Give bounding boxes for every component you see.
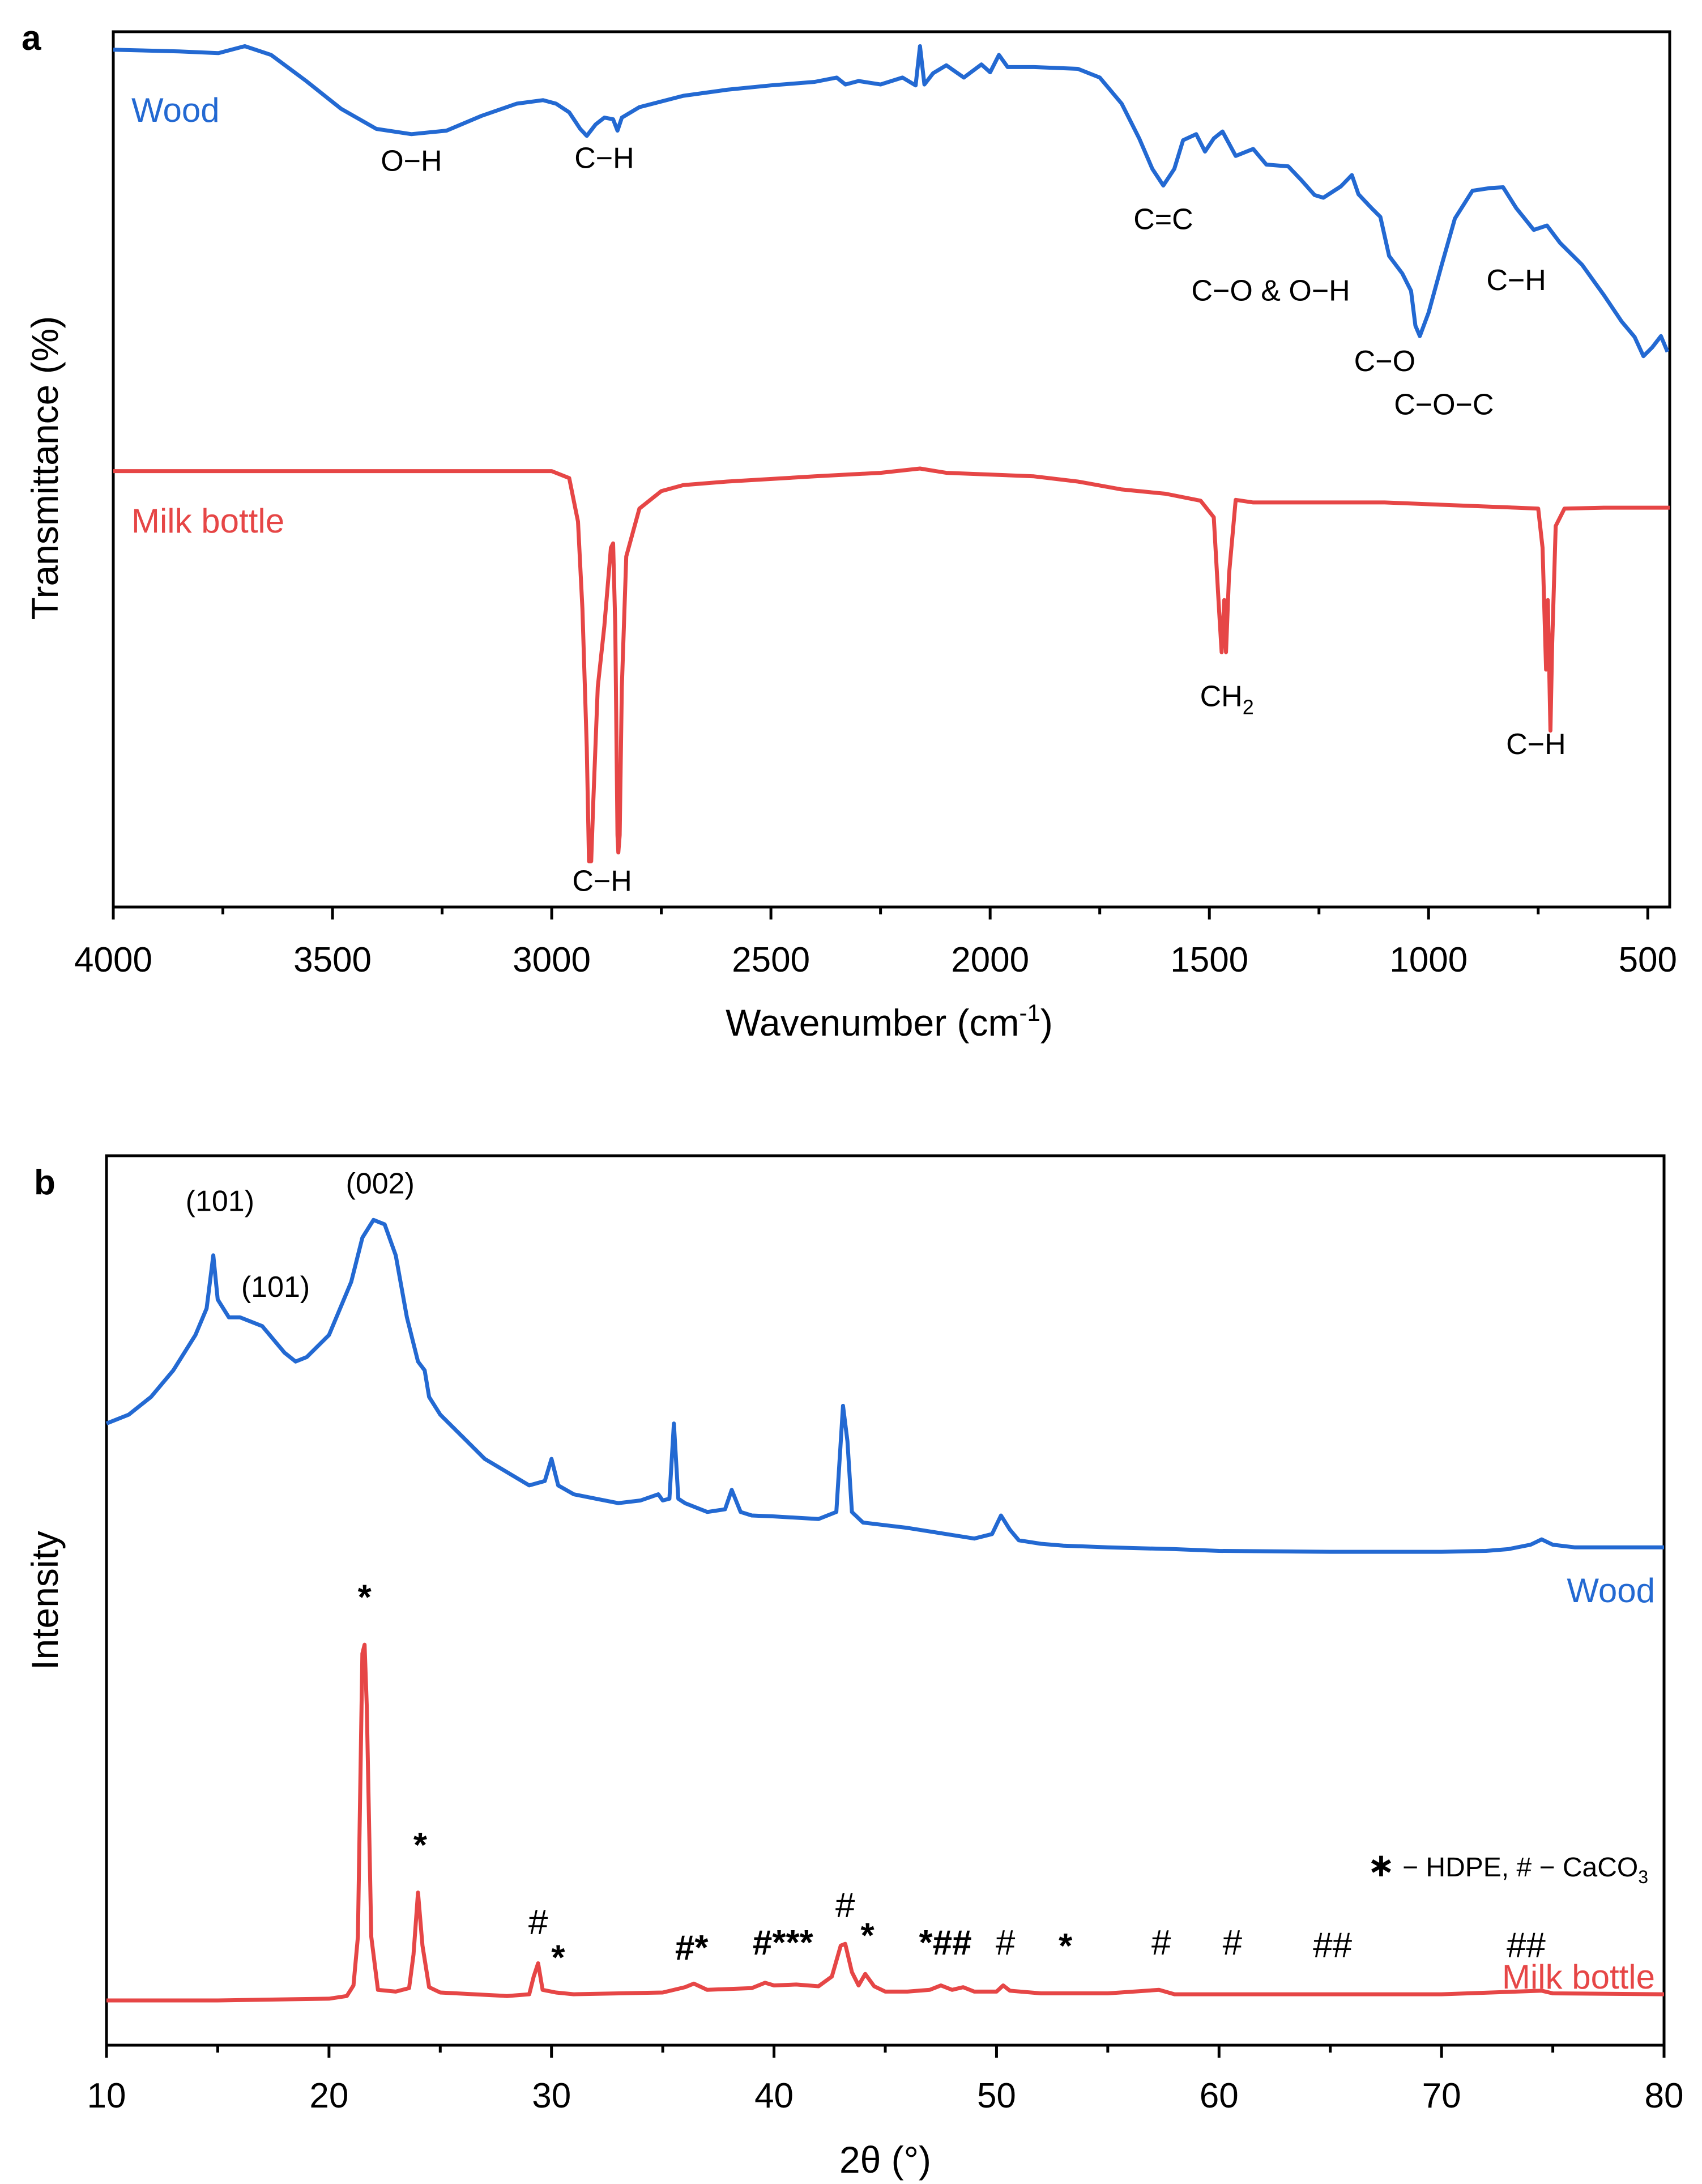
x-tick-label: 3500 [293, 940, 372, 980]
peak-annotation: #* [675, 1928, 709, 1968]
x-tick-label: 70 [1422, 2076, 1461, 2115]
ftir-x-ticks [112, 907, 1649, 919]
xrd-y-axis-title: Intensity [24, 1531, 66, 1670]
peak-annotation: C−O [1354, 345, 1415, 378]
ftir-y-axis-title: Transmittance (%) [24, 316, 66, 620]
x-tick-label: 10 [87, 2076, 126, 2115]
x-tick-label: 500 [1619, 940, 1677, 980]
peak-annotation: C−H [574, 142, 634, 175]
peak-annotation: CH2 [1200, 680, 1254, 719]
xrd-milk-series-label: Milk bottle [1502, 1958, 1655, 1996]
peak-annotation: * [551, 1938, 565, 1977]
xrd-x-tick-labels: 10 20 30 40 50 60 70 80 [87, 2076, 1684, 2115]
xrd-plot-frame [105, 1154, 1666, 2047]
peak-annotation: ## [1313, 1926, 1352, 1965]
panel-b-label: b [34, 1163, 56, 1202]
x-tick-label: 60 [1200, 2076, 1239, 2115]
ftir-wood-series-label: Wood [131, 91, 220, 129]
x-tick-label: 80 [1645, 2076, 1684, 2115]
peak-annotation: # [528, 1903, 548, 1942]
xrd-x-axis-title: 2θ (°) [839, 2139, 931, 2181]
peak-annotation: C=C [1133, 203, 1193, 236]
peak-annotation: *## [919, 1923, 972, 1962]
peak-annotation: C−O & O−H [1191, 274, 1350, 307]
peak-annotation: C−H [1486, 264, 1546, 297]
peak-annotation: # [996, 1923, 1016, 1962]
x-tick-label: 4000 [74, 940, 152, 980]
peak-annotation: (101) [241, 1271, 310, 1304]
peak-annotation: # [835, 1886, 855, 1925]
ftir-panel: a 4000 3500 3000 2500 2000 1500 1000 500 Wood M… [22, 19, 1677, 1044]
peak-annotation: (002) [346, 1167, 415, 1200]
peak-annotation: * [861, 1916, 875, 1955]
ftir-wood-line [113, 44, 1670, 359]
peak-annotation: * [413, 1826, 428, 1865]
xrd-panel: b 10 20 30 40 50 60 70 80 Wood Milk bottle (101… [24, 1154, 1684, 2181]
peak-annotation: (101) [186, 1185, 254, 1218]
peak-annotation: C−H [1506, 728, 1566, 761]
peak-annotation: * [1059, 1927, 1073, 1966]
xrd-milk-bottle-line [106, 1642, 1665, 2003]
x-tick-label: 30 [532, 2076, 571, 2115]
peak-annotation: C−H [572, 865, 632, 897]
x-tick-label: 20 [309, 2076, 348, 2115]
peak-annotation: C−O−C [1394, 389, 1494, 422]
x-tick-label: 2000 [951, 940, 1029, 980]
ftir-x-axis-title: Wavenumber (cm-1) [726, 999, 1053, 1044]
x-tick-label: 1500 [1170, 940, 1248, 980]
peak-annotation: ## [1507, 1926, 1546, 1965]
ftir-peak-annotations: O−H C−H C=C C−O & O−H C−O C−O−C C−H CH2 C−H C−H [381, 142, 1566, 898]
xrd-wood-series-label: Wood [1567, 1572, 1655, 1610]
ftir-milk-series-label: Milk bottle [131, 502, 284, 540]
xrd-x-ticks [105, 2045, 1666, 2058]
x-tick-label: 3000 [513, 940, 591, 980]
panel-a-label: a [22, 19, 41, 58]
x-tick-label: 1000 [1389, 940, 1468, 980]
peak-annotation: # [1223, 1923, 1243, 1962]
xrd-legend-note: ∗ − HDPE, # − CaCO3 [1367, 1847, 1648, 1887]
x-tick-label: 40 [754, 2076, 794, 2115]
peak-annotation: O−H [381, 144, 442, 177]
x-tick-label: 2500 [732, 940, 810, 980]
xrd-wood-line [105, 1217, 1664, 1554]
ftir-milk-bottle-line [113, 466, 1670, 863]
x-tick-label: 50 [977, 2076, 1016, 2115]
peak-annotation: * [358, 1578, 372, 1617]
ftir-x-tick-labels: 4000 3500 3000 2500 2000 1500 1000 500 [74, 940, 1677, 980]
peak-annotation: # [1151, 1923, 1171, 1962]
xrd-peak-annotations: (101)(101)(002)**#* #* #***#* *## # * # # ## ## [186, 1167, 1546, 1977]
peak-annotation: #*** [753, 1923, 814, 1962]
